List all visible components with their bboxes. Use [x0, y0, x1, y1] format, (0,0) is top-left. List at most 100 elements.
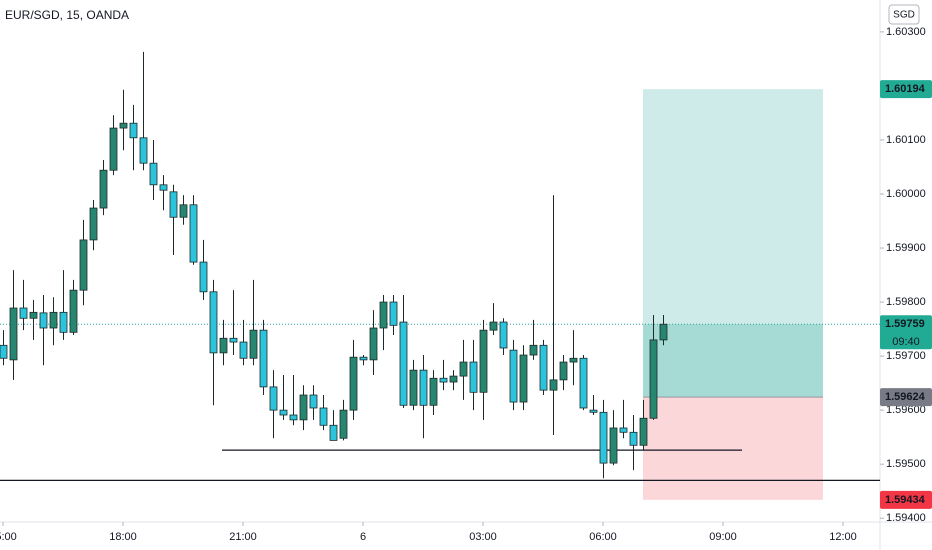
price-label: 1.59759 — [885, 318, 925, 330]
candle-body — [259, 329, 268, 388]
x-tick-label: 18:00 — [109, 531, 137, 543]
candle-body — [609, 427, 618, 464]
candle-body — [489, 321, 498, 331]
price-label-bg — [880, 490, 932, 509]
candle-body — [439, 377, 448, 383]
y-tick-label: 1.59400 — [886, 512, 926, 524]
candle-body — [649, 339, 658, 419]
candle-body — [329, 424, 338, 441]
x-tick-label: 12:00 — [829, 531, 857, 543]
currency-label[interactable]: SGD — [893, 10, 915, 21]
plot — [0, 51, 880, 500]
price-label: 1.59434 — [885, 494, 926, 506]
candle-body — [79, 239, 88, 291]
target-zone — [643, 89, 823, 398]
candle-body — [639, 417, 648, 446]
candle-body — [469, 361, 478, 393]
candle-body — [159, 184, 168, 191]
x-tick-label: 06:00 — [589, 531, 617, 543]
currency-box[interactable] — [888, 4, 920, 25]
candle-body — [9, 307, 18, 361]
price-label: 1.59624 — [885, 391, 926, 403]
candle-body — [579, 357, 588, 409]
candle-body — [249, 329, 258, 359]
candle-body — [349, 356, 358, 411]
candle-body — [399, 321, 408, 406]
candle-body — [29, 311, 38, 319]
candle-body — [499, 321, 508, 349]
candle-body — [409, 369, 418, 406]
candle-body — [199, 261, 208, 293]
price-label-bg — [880, 315, 932, 350]
candle-body — [19, 307, 28, 319]
candle-body — [179, 204, 188, 218]
candle-body — [549, 379, 558, 391]
stop-zone — [643, 397, 823, 500]
candle-body — [139, 137, 148, 164]
countdown: 09:40 — [892, 336, 920, 348]
candle-body — [359, 356, 368, 361]
x-tick-label: 21:00 — [229, 531, 257, 543]
price-label: 1.60194 — [885, 83, 926, 95]
candle-body — [319, 407, 328, 426]
candle-body — [239, 341, 248, 359]
candle-body — [299, 394, 308, 421]
candle-body — [69, 289, 78, 333]
candle-body — [219, 337, 228, 354]
y-tick-label: 1.60000 — [886, 188, 926, 200]
candle-body — [59, 311, 68, 333]
candle-body — [289, 414, 298, 421]
candle-body — [429, 377, 438, 406]
candle-body — [129, 122, 138, 139]
candle-body — [589, 409, 598, 413]
y-tick-label: 1.59700 — [886, 350, 926, 362]
candle-body — [279, 409, 288, 416]
candle-body — [339, 409, 348, 439]
candle-body — [309, 394, 318, 409]
x-tick-label: 6 — [360, 531, 366, 543]
candle-body — [369, 327, 378, 361]
candle-body — [229, 337, 238, 343]
candle-body — [169, 191, 178, 218]
candle-body — [99, 169, 108, 209]
candle-body — [119, 122, 128, 129]
y-tick-label: 1.59900 — [886, 242, 926, 254]
candle-body — [89, 207, 98, 241]
price-label-bg — [880, 388, 932, 407]
candle-body — [0, 344, 8, 359]
candle-body — [599, 411, 608, 464]
open-profit-zone — [643, 324, 823, 398]
candle-body — [539, 344, 548, 391]
candle-body — [379, 301, 388, 329]
candle-body — [519, 354, 528, 403]
candle-body — [479, 329, 488, 393]
candle-body — [209, 291, 218, 354]
candle-body — [39, 312, 48, 329]
candle-body — [459, 361, 468, 377]
candle-body — [509, 349, 518, 403]
candle-body — [419, 369, 428, 406]
y-tick-label: 1.59600 — [886, 404, 926, 416]
candle-body — [619, 427, 628, 433]
candle-body — [269, 386, 278, 411]
candle-body — [629, 431, 638, 446]
candle-body — [449, 375, 458, 383]
y-tick-label: 1.59500 — [886, 458, 926, 470]
candle-body — [659, 323, 668, 341]
candle-body — [49, 311, 58, 329]
candle-body — [559, 361, 568, 381]
x-tick-label: 15:00 — [0, 531, 17, 543]
candle-body — [529, 344, 538, 356]
candle-body — [569, 357, 578, 363]
y-tick-label: 1.59800 — [886, 296, 926, 308]
x-tick-label: 03:00 — [469, 531, 497, 543]
candle-body — [389, 301, 398, 326]
candle-body — [189, 204, 198, 263]
candle-body — [109, 127, 118, 171]
y-tick-label: 1.60300 — [886, 26, 926, 38]
price-label-bg — [880, 80, 932, 99]
chart-title: EUR/SGD, 15, OANDA — [5, 8, 129, 22]
x-tick-label: 09:00 — [709, 531, 737, 543]
